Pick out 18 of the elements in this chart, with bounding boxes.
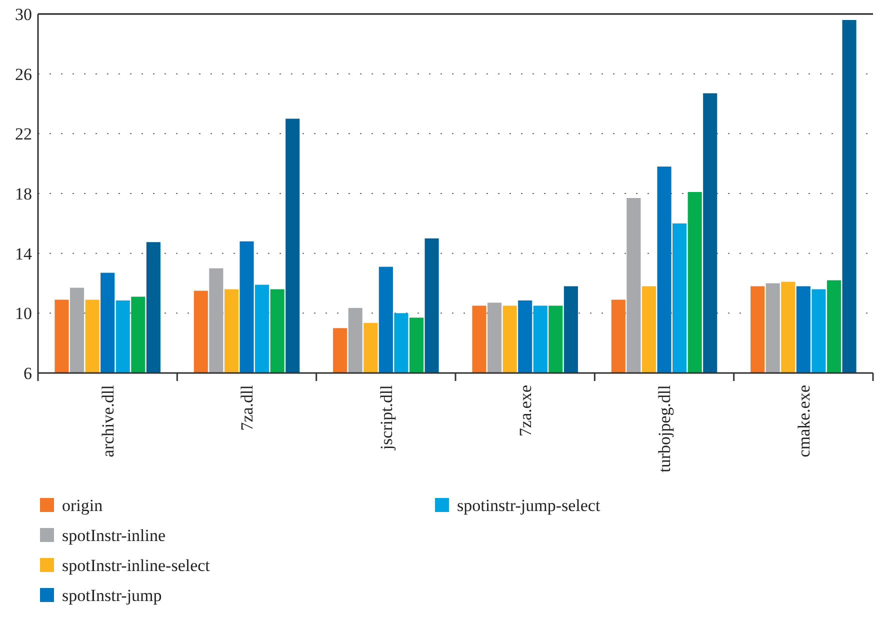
y-tick-label: 30 [15, 4, 32, 24]
y-tick-label: 6 [24, 364, 32, 383]
x-tick-label: 7za.dll [238, 384, 257, 431]
y-tick-label: 14 [15, 244, 32, 264]
legend-label: origin [62, 496, 104, 515]
y-tick-label: 18 [15, 184, 32, 204]
legend-label: spotinstr-jump-select [457, 496, 600, 515]
legend-label: spotInstr-inline-select [62, 556, 210, 575]
x-tick-label: jscript.dll [376, 384, 396, 451]
legend-label: spotInstr-inline [62, 526, 166, 545]
y-tick-label: 26 [15, 64, 32, 84]
x-tick-label: archive.dll [98, 384, 118, 458]
x-tick-label: cmake.exe [794, 385, 814, 458]
x-tick-label: 7za.exe [516, 385, 536, 436]
x-tick-label: turbojpeg.dll [655, 384, 674, 472]
y-tick-label: 22 [15, 124, 32, 144]
y-tick-label: 10 [15, 304, 32, 324]
legend-label: spotInstr-jump [62, 586, 162, 605]
